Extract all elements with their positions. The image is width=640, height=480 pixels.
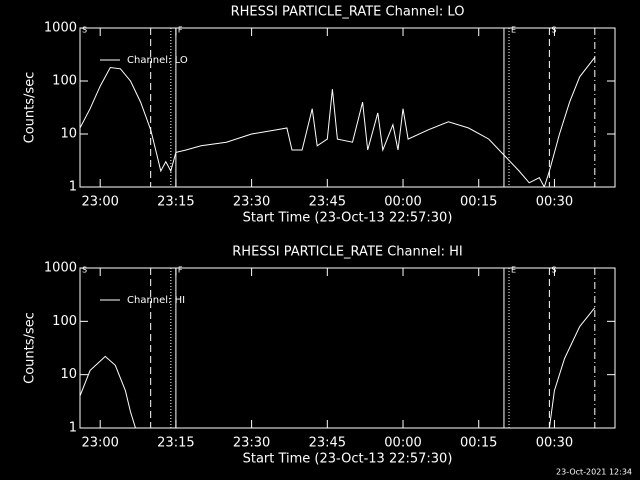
flag-label: E (511, 26, 516, 35)
y-tick-label: 1 (69, 421, 77, 436)
y-tick-label: 10 (60, 367, 77, 382)
series-line (80, 307, 596, 428)
flag-label: F (178, 266, 183, 275)
flag-label: F (178, 26, 183, 35)
flag-label: S (551, 26, 556, 35)
x-tick-label: 23:45 (309, 436, 346, 451)
x-tick-label: 23:45 (309, 195, 346, 210)
x-axis-label: Start Time (23-Oct-13 22:57:30) (243, 452, 453, 467)
flag-label: S (82, 26, 87, 35)
x-tick-label: 23:00 (81, 436, 118, 451)
y-tick-label: 1000 (44, 21, 77, 36)
series-line (80, 56, 596, 187)
x-tick-label: 00:00 (384, 436, 421, 451)
legend-label: Channel: LO (127, 55, 188, 66)
x-tick-label: 00:30 (536, 195, 573, 210)
x-tick-label: 00:30 (536, 436, 573, 451)
x-tick-label: 23:00 (81, 195, 118, 210)
footer: 23-Oct-2021 12:34 (556, 468, 632, 477)
x-tick-label: 23:30 (233, 436, 270, 451)
legend-label: Channel: HI (127, 295, 185, 306)
y-axis-label: Counts/sec (23, 72, 38, 144)
flag-label: S (82, 266, 87, 275)
chart-title: RHESSI PARTICLE_RATE Channel: HI (232, 245, 462, 260)
plot-frame (79, 27, 616, 188)
y-tick-label: 1 (69, 180, 77, 195)
plot-frame (79, 267, 616, 429)
y-tick-label: 10 (60, 127, 77, 142)
y-tick-label: 100 (52, 74, 77, 89)
x-tick-label: 23:15 (157, 436, 194, 451)
y-axis-label: Counts/sec (23, 312, 38, 384)
chart-title: RHESSI PARTICLE_RATE Channel: LO (231, 5, 465, 20)
x-axis-label: Start Time (23-Oct-13 22:57:30) (243, 211, 453, 226)
x-tick-label: 23:30 (233, 195, 270, 210)
x-tick-label: 00:15 (460, 195, 497, 210)
y-tick-label: 1000 (44, 261, 77, 276)
flag-label: E (511, 266, 516, 275)
x-tick-label: 00:15 (460, 436, 497, 451)
x-tick-label: 23:15 (157, 195, 194, 210)
flag-label: S (551, 266, 556, 275)
x-tick-label: 00:00 (384, 195, 421, 210)
y-tick-label: 100 (52, 314, 77, 329)
